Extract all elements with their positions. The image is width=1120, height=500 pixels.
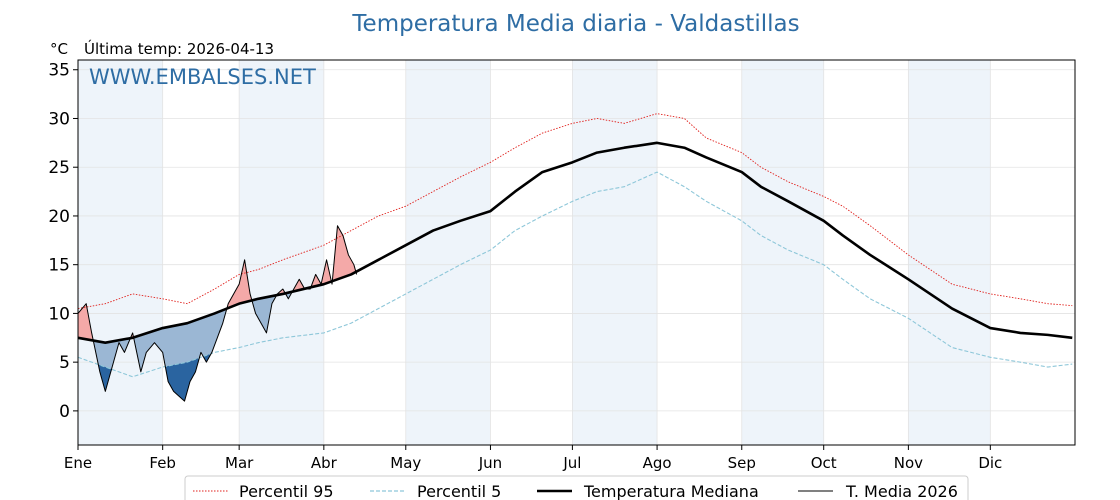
y-tick-label: 25 [48, 158, 70, 178]
series-line-median [77, 141, 1073, 344]
series-line-p5 [77, 171, 1073, 378]
month-bands [78, 60, 991, 445]
unit-label: °C [50, 40, 68, 58]
plot-frame [77, 59, 1076, 446]
legend-label-2026: T. Media 2026 [845, 482, 958, 500]
y-tick-label: 35 [48, 61, 70, 81]
x-tick-label: Ago [643, 454, 672, 472]
below-median-fill [78, 271, 357, 402]
anomaly-fills [78, 225, 357, 402]
month-band [572, 60, 658, 445]
month-band [741, 60, 824, 445]
legend-label-p5: Percentil 5 [417, 482, 501, 500]
x-tick-label: Jul [562, 454, 581, 472]
legend-label-median: Temperatura Mediana [583, 482, 759, 500]
month-band [405, 60, 491, 445]
x-tick-label: Dic [978, 454, 1002, 472]
legend-frame [184, 475, 969, 500]
series-lines [77, 113, 1073, 402]
month-band [239, 60, 324, 445]
y-tick-label: 20 [48, 207, 70, 227]
x-tick-label: Mar [225, 454, 254, 472]
last-temp-label: Última temp: 2026-04-13 [84, 39, 274, 58]
x-tick-label: May [390, 454, 421, 472]
x-tick-label: Nov [894, 454, 923, 472]
y-tick-label: 30 [48, 109, 70, 129]
x-tick-label: Jun [478, 454, 502, 472]
y-axis: 0 5 10 15 20 25 30 35 [48, 61, 78, 422]
x-tick-label: Sep [728, 454, 756, 472]
y-tick-label: 15 [48, 256, 70, 276]
above-median-fill [78, 225, 357, 343]
y-tick-label: 0 [59, 402, 70, 422]
x-tick-label: Feb [149, 454, 176, 472]
y-tick-label: 10 [48, 304, 70, 324]
watermark: WWW.EMBALSES.NET [89, 65, 316, 89]
month-band [78, 60, 163, 445]
y-tick-label: 5 [59, 353, 70, 373]
series-line-p95 [77, 113, 1073, 309]
x-tick-label: Oct [811, 454, 837, 472]
x-axis: Ene Feb Mar Abr May Jun Jul Ago Sep Oct Nov Dic [64, 445, 1002, 472]
legend-label-p95: Percentil 95 [239, 482, 334, 500]
x-tick-label: Abr [311, 454, 338, 472]
month-band [908, 60, 991, 445]
legend: Percentil 95 Percentil 5 Temperatura Med… [184, 475, 969, 500]
series-line-2026 [77, 225, 358, 402]
x-tick-label: Ene [64, 454, 92, 472]
chart-title: Temperatura Media diaria - Valdastillas [351, 11, 799, 37]
